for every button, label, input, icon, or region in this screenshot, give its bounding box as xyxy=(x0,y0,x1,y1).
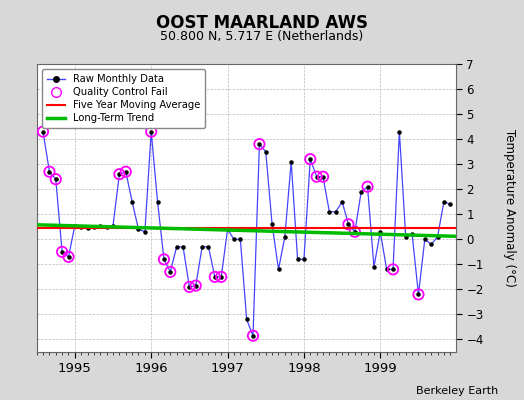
Point xyxy=(414,291,423,298)
Point xyxy=(268,221,276,228)
Point xyxy=(83,225,92,231)
Point xyxy=(300,256,308,262)
Point xyxy=(408,231,417,238)
Text: Berkeley Earth: Berkeley Earth xyxy=(416,386,498,396)
Point xyxy=(166,269,174,275)
Point xyxy=(281,234,289,240)
Point xyxy=(446,201,454,208)
Text: OOST MAARLAND AWS: OOST MAARLAND AWS xyxy=(156,14,368,32)
Point xyxy=(217,274,225,280)
Point xyxy=(185,284,193,290)
Point xyxy=(96,222,104,229)
Point xyxy=(351,228,359,235)
Point xyxy=(376,228,385,235)
Point xyxy=(140,228,149,235)
Point xyxy=(261,148,270,155)
Y-axis label: Temperature Anomaly (°C): Temperature Anomaly (°C) xyxy=(503,129,516,287)
Point xyxy=(115,171,124,177)
Point xyxy=(77,224,85,230)
Point xyxy=(440,198,448,205)
Point xyxy=(147,128,156,135)
Point xyxy=(319,174,327,180)
Point xyxy=(211,274,219,280)
Point xyxy=(122,168,130,175)
Point xyxy=(45,168,53,175)
Point xyxy=(427,241,435,248)
Point xyxy=(274,266,282,272)
Point xyxy=(109,222,117,229)
Point xyxy=(293,256,302,262)
Point xyxy=(115,171,124,177)
Point xyxy=(134,226,143,232)
Point xyxy=(154,198,162,205)
Point xyxy=(312,174,321,180)
Point xyxy=(287,158,296,165)
Point xyxy=(255,141,264,147)
Point xyxy=(217,274,225,280)
Point xyxy=(344,221,353,228)
Point xyxy=(363,184,372,190)
Legend: Raw Monthly Data, Quality Control Fail, Five Year Moving Average, Long-Term Tren: Raw Monthly Data, Quality Control Fail, … xyxy=(42,69,205,128)
Point xyxy=(204,244,213,250)
Point xyxy=(192,282,200,289)
Point xyxy=(223,226,232,232)
Text: 50.800 N, 5.717 E (Netherlands): 50.800 N, 5.717 E (Netherlands) xyxy=(160,30,364,43)
Point xyxy=(166,269,174,275)
Point xyxy=(71,222,79,229)
Point xyxy=(249,332,257,339)
Point xyxy=(306,156,314,162)
Point xyxy=(363,184,372,190)
Point xyxy=(185,284,193,290)
Point xyxy=(236,236,245,242)
Point xyxy=(401,234,410,240)
Point xyxy=(160,256,168,262)
Point xyxy=(389,266,397,272)
Point xyxy=(147,128,156,135)
Point xyxy=(172,244,181,250)
Point xyxy=(395,128,403,135)
Point xyxy=(39,128,47,135)
Point xyxy=(338,198,346,205)
Point xyxy=(421,236,429,242)
Point xyxy=(64,254,73,260)
Point xyxy=(51,176,60,182)
Point xyxy=(230,236,238,242)
Point xyxy=(306,156,314,162)
Point xyxy=(249,332,257,339)
Point xyxy=(192,282,200,289)
Point xyxy=(351,228,359,235)
Point xyxy=(319,174,327,180)
Point xyxy=(179,244,187,250)
Point xyxy=(122,168,130,175)
Point xyxy=(198,244,206,250)
Point xyxy=(128,198,136,205)
Point xyxy=(90,224,98,230)
Point xyxy=(103,224,111,230)
Point xyxy=(160,256,168,262)
Point xyxy=(325,208,334,215)
Point xyxy=(64,254,73,260)
Point xyxy=(58,249,67,255)
Point xyxy=(344,221,353,228)
Point xyxy=(414,291,423,298)
Point xyxy=(243,316,251,323)
Point xyxy=(433,234,442,240)
Point xyxy=(389,266,397,272)
Point xyxy=(370,264,378,270)
Point xyxy=(357,188,365,195)
Point xyxy=(255,141,264,147)
Point xyxy=(211,274,219,280)
Point xyxy=(51,176,60,182)
Point xyxy=(58,249,67,255)
Point xyxy=(312,174,321,180)
Point xyxy=(332,208,340,215)
Point xyxy=(39,128,47,135)
Point xyxy=(45,168,53,175)
Point xyxy=(383,266,391,272)
